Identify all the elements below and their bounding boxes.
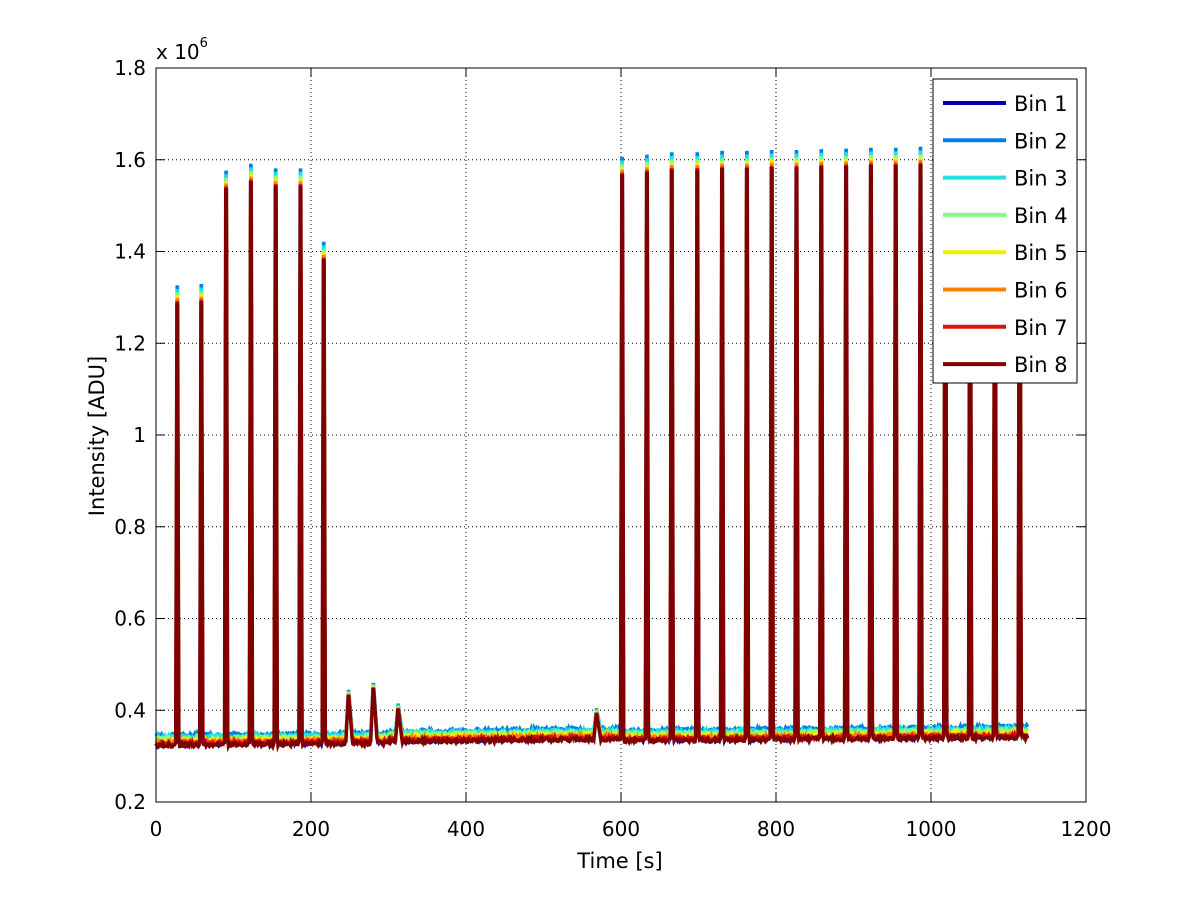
y-tick-label: 0.6 [114, 607, 146, 631]
y-tick-label: 1.6 [114, 148, 146, 172]
x-tick-label: 800 [757, 817, 795, 841]
legend-label: Bin 4 [1014, 204, 1068, 228]
legend-label: Bin 7 [1014, 316, 1068, 340]
y-tick-label: 0.8 [114, 515, 146, 539]
series-line-bin-8 [154, 162, 1030, 753]
y-tick-label: 0.4 [114, 698, 146, 722]
y-exponent-label: x 106 [156, 36, 208, 64]
y-tick-label: 1.2 [114, 331, 146, 355]
legend-label: Bin 1 [1014, 92, 1068, 116]
y-tick-label: 1 [133, 423, 146, 447]
x-tick-label: 600 [602, 817, 640, 841]
legend-label: Bin 6 [1014, 279, 1068, 303]
y-tick-label: 1.4 [114, 240, 146, 264]
x-tick-label: 200 [292, 817, 330, 841]
x-tick-label: 0 [150, 817, 163, 841]
x-axis-label: Time [s] [576, 849, 662, 873]
y-exponent-superscript: 6 [200, 36, 208, 51]
y-tick-label: 0.2 [114, 790, 146, 814]
legend-box [932, 78, 1078, 384]
legend-label: Bin 5 [1014, 241, 1068, 265]
axis-ticks: 0 200 400 600 800 1000 1200 0.2 0.4 0.6 0.8 1 1.2 1.4… [114, 56, 1111, 841]
x-tick-label: 1200 [1061, 817, 1112, 841]
legend-label: Bin 8 [1014, 353, 1068, 377]
legend-label: Bin 3 [1014, 167, 1068, 191]
x-tick-label: 1000 [906, 817, 957, 841]
y-tick-label: 1.8 [114, 56, 146, 80]
series-layer [154, 145, 1030, 753]
x-tick-label: 400 [447, 817, 485, 841]
legend: Bin 1 Bin 2 Bin 3 Bin 4 Bin 5 Bin 6 Bin 7 Bin 8 [932, 78, 1078, 384]
y-axis-label: Intensity [ADU] [85, 356, 109, 516]
legend-label: Bin 2 [1014, 129, 1068, 153]
